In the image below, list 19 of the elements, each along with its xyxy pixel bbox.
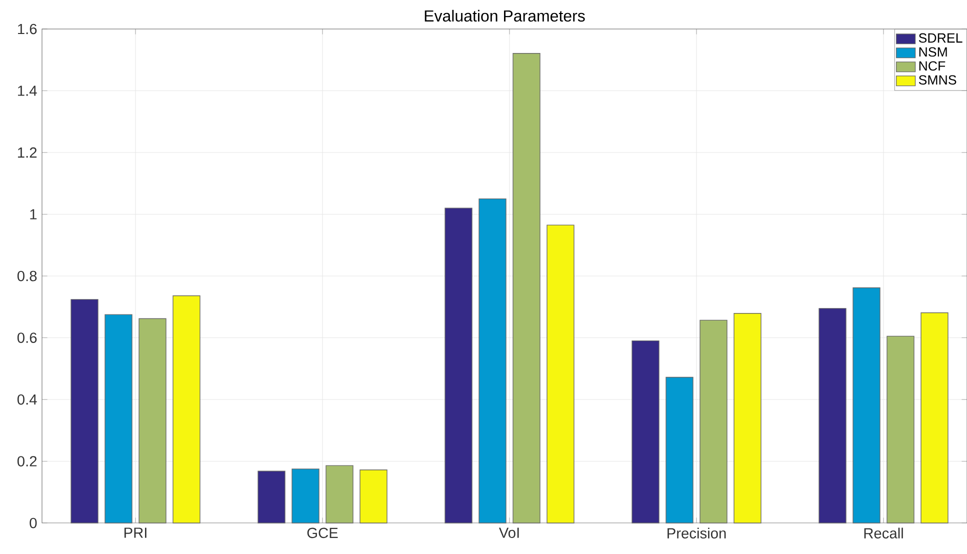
y-tick-label: 0 <box>30 518 37 528</box>
x-tick-label: Precision <box>668 528 726 538</box>
y-tick-label: 0.6 <box>17 332 37 343</box>
legend-label: NCF <box>919 61 946 71</box>
chart-title: Evaluation Parameters <box>424 10 585 22</box>
y-tick-label: 0.2 <box>17 456 37 466</box>
x-tick-label: PRI <box>124 528 146 538</box>
y-tick-label: 1.2 <box>18 147 37 158</box>
legend-label: SMNS <box>918 75 956 85</box>
y-tick-label: 0.8 <box>17 270 37 282</box>
legend-label: NSM <box>919 47 947 57</box>
legend-label: SDREL <box>918 33 962 43</box>
y-tick-label: 1.4 <box>18 86 37 96</box>
y-tick-label: 1 <box>30 209 37 220</box>
y-tick-label: 0.4 <box>17 394 37 405</box>
x-tick-label: VoI <box>498 528 519 538</box>
x-tick-label: Recall <box>864 528 903 538</box>
x-tick-label: GCE <box>307 528 338 538</box>
y-tick-label: 1.6 <box>18 24 37 34</box>
